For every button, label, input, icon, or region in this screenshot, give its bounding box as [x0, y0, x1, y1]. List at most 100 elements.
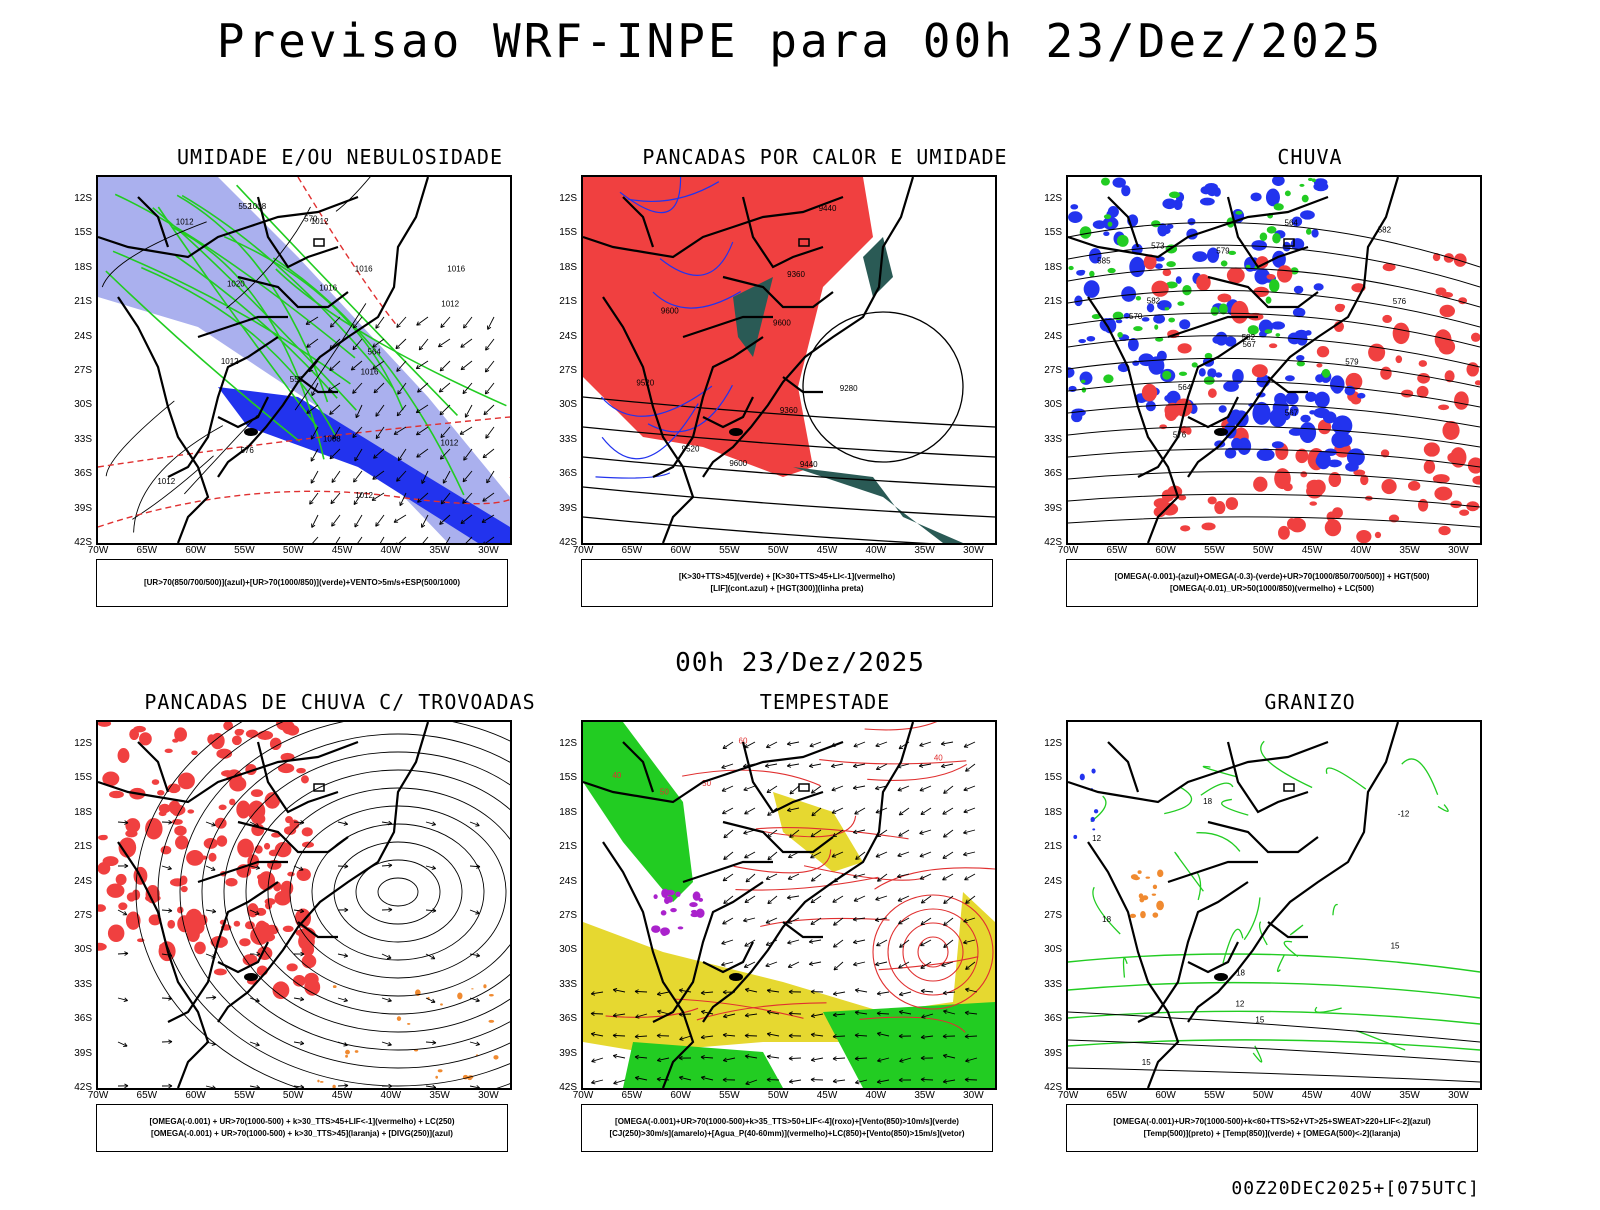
field-blob — [1153, 885, 1157, 890]
lon-tick-label: 35W — [425, 545, 455, 556]
temp850-contour — [1244, 897, 1260, 939]
field-blob — [1307, 480, 1323, 493]
lon-tick-label: 50W — [278, 1090, 308, 1101]
temp850-contour — [1068, 1011, 1480, 1024]
field-blob — [159, 811, 167, 816]
lon-tick-label: 45W — [812, 545, 842, 556]
border-line — [1208, 822, 1318, 852]
contour-label: 1012 — [441, 300, 459, 309]
border-line — [118, 842, 208, 1088]
field-blob — [1266, 296, 1272, 303]
field-blob — [186, 850, 204, 866]
field-blob — [1089, 271, 1094, 277]
contour-label: 40 — [612, 771, 621, 780]
lon-tick-label: 50W — [1248, 1090, 1278, 1101]
field-blob — [190, 920, 204, 934]
field-blob — [234, 921, 241, 927]
field-blob — [1192, 362, 1198, 367]
lagoon-mark — [729, 428, 743, 436]
precip-water-contour — [903, 923, 963, 981]
field-blob — [257, 731, 273, 740]
field-blob — [194, 942, 206, 955]
wind-vector — [724, 830, 733, 838]
lagoon-mark — [1214, 428, 1228, 436]
field-blob — [1438, 339, 1455, 355]
field-blob — [1129, 257, 1145, 277]
field-blob — [1235, 211, 1242, 215]
field-blob — [1308, 178, 1313, 181]
thunder-red — [98, 722, 316, 961]
wind-vector — [768, 852, 777, 860]
field-blob — [1177, 301, 1184, 306]
field-blob — [675, 891, 680, 896]
field-blob — [1272, 441, 1284, 448]
field-blob — [1272, 177, 1285, 186]
precip-water-contour — [760, 918, 889, 926]
field-blob — [1159, 424, 1167, 429]
field-blob — [698, 898, 703, 902]
field-blob — [98, 904, 106, 912]
field-blob — [1300, 415, 1310, 423]
lat-tick-label: 36S — [64, 1013, 92, 1024]
lat-tick-label: 30S — [1034, 399, 1062, 410]
field-blob — [1339, 304, 1345, 309]
field-blob — [165, 749, 173, 753]
field-blob — [1252, 364, 1268, 377]
contour-label: 9360 — [780, 406, 798, 415]
lat-tick-label: 33S — [549, 979, 577, 990]
legend-line: [OMEGA(-0.001)+UR>70(1000-500)+k<60+TTS>… — [1067, 1116, 1477, 1128]
temp850-contour — [1261, 741, 1312, 787]
field-blob — [302, 827, 313, 836]
field-blob — [208, 853, 216, 862]
field-blob — [1380, 367, 1391, 380]
wind-vector — [724, 852, 733, 859]
lat-tick-label: 24S — [64, 876, 92, 887]
field-blob — [1142, 317, 1150, 321]
lon-tick-label: 60W — [666, 1090, 696, 1101]
field-blob — [98, 943, 107, 951]
lon-tick-label: 70W — [1053, 1090, 1083, 1101]
field-blob — [1070, 204, 1078, 209]
field-blob — [1357, 393, 1365, 399]
field-blob — [1300, 210, 1315, 219]
lat-tick-label: 39S — [1034, 1048, 1062, 1059]
field-blob — [1152, 893, 1156, 895]
lat-tick-label: 27S — [549, 910, 577, 921]
lon-tick-label: 40W — [376, 545, 406, 556]
panel-title: CHUVA — [1060, 145, 1560, 169]
field-blob — [678, 926, 684, 929]
field-blob — [1117, 235, 1129, 247]
legend-line: [OMEGA(-0.01)_UR>50(1000/850)(vermelho) … — [1067, 583, 1477, 595]
contour-label: 12 — [1235, 1000, 1244, 1009]
field-blob — [219, 805, 227, 811]
field-blob — [301, 775, 309, 783]
wind-vector — [463, 383, 472, 394]
field-blob — [407, 1023, 410, 1025]
lat-tick-label: 15S — [1034, 772, 1062, 783]
legend-line: [OMEGA(-0.001)-(azul)+OMEGA(-0.3)-(verde… — [1067, 571, 1477, 583]
field-blob — [1418, 499, 1428, 512]
field-blob — [1133, 876, 1140, 880]
field-blob — [1266, 274, 1275, 280]
field-blob — [1166, 261, 1176, 267]
field-blob — [333, 985, 337, 988]
lat-tick-label: 30S — [549, 944, 577, 955]
forecast-time-subtitle: 00h 23/Dez/2025 — [0, 648, 1600, 678]
precip-water-contour — [819, 760, 966, 764]
border-line — [138, 742, 168, 792]
contour-label: 1012 — [355, 491, 373, 500]
wind-vector — [438, 339, 450, 347]
field-blob — [1257, 449, 1275, 461]
lat-tick-label: 27S — [549, 365, 577, 376]
precip-water-contour — [875, 868, 995, 889]
contour-label: 573 — [1151, 241, 1165, 250]
field-blob — [1325, 519, 1341, 536]
contour-label: 1012 — [441, 438, 459, 447]
lagoon-mark — [729, 973, 743, 981]
field-blob — [1151, 281, 1168, 297]
contour-label: 9280 — [840, 384, 858, 393]
field-blob — [1101, 178, 1110, 186]
contour-label: 9600 — [773, 319, 791, 328]
lon-tick-label: 45W — [327, 545, 357, 556]
